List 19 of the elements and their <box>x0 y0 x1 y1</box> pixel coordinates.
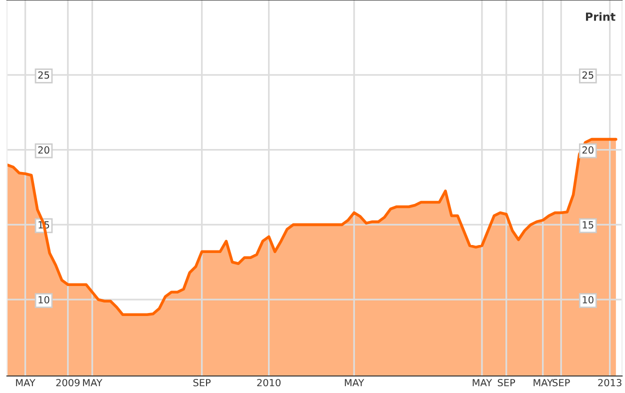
y2-tick-label: 15 <box>582 221 594 229</box>
x-tick-label: SEP <box>552 378 570 386</box>
x-tick-label: 2010 <box>257 378 281 386</box>
x-tick-label: SEP <box>498 378 516 386</box>
y2-tick-label: 20 <box>582 146 594 154</box>
x-tick-label: 2009 <box>56 378 80 386</box>
x-tick-label: SEP <box>193 378 211 386</box>
x-tick-label: MAY <box>16 379 36 386</box>
x-tick-label: MAY <box>83 379 102 386</box>
annotation: Print <box>586 12 616 21</box>
y2-tick-label: 25 <box>582 71 594 79</box>
y-tick-label: 20 <box>38 146 50 154</box>
y2-tick-label: 10 <box>582 296 594 304</box>
x-tick-label: MAY <box>344 379 364 386</box>
x-tick-label: MAY <box>472 379 492 386</box>
y-tick-label: 10 <box>38 296 50 304</box>
x-tick-label: MAY <box>534 379 553 386</box>
y-tick-label: 25 <box>38 71 50 79</box>
x-tick-label: 2013 <box>598 378 622 386</box>
